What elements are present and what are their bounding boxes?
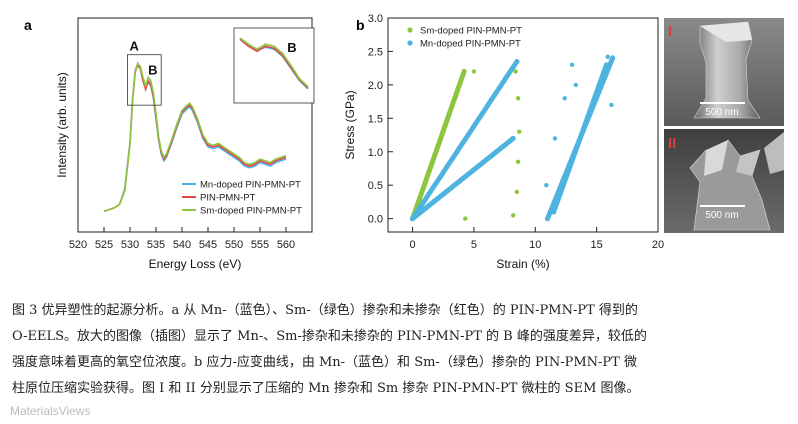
caption-line: 图 3 优异塑性的起源分析。a 从 Mn-（蓝色）、Sm-（绿色）掺杂和未掺杂（… bbox=[12, 303, 638, 318]
data-point bbox=[513, 69, 518, 74]
data-point bbox=[610, 55, 615, 60]
legend-entry-1: Mn-doped PIN-PMN-PT bbox=[200, 180, 301, 191]
x-axis-label: Strain (%) bbox=[496, 257, 549, 271]
legend-entry-3: Sm-doped PIN-PMN-PT bbox=[200, 206, 302, 217]
y-axis-label: Stress (GPa) bbox=[343, 90, 357, 159]
data-point bbox=[517, 129, 522, 134]
x-tick-label: 545 bbox=[199, 239, 217, 251]
series-2-segment-2 bbox=[409, 135, 516, 222]
sem-2-roman-label: II bbox=[668, 135, 676, 152]
y-tick-label: 0.5 bbox=[368, 180, 383, 192]
x-tick-label: 555 bbox=[251, 239, 269, 251]
data-point bbox=[461, 68, 467, 75]
data-point bbox=[471, 69, 477, 74]
x-tick-label: 0 bbox=[409, 239, 415, 251]
data-point bbox=[569, 62, 575, 67]
plot-frame bbox=[77, 17, 313, 233]
data-point bbox=[463, 216, 468, 221]
caption-line: O-EELS。放大的图像（插图）显示了 Mn-、Sm-掺杂和未掺杂的 PIN-P… bbox=[12, 329, 647, 344]
legend-marker-2 bbox=[407, 40, 413, 46]
data-point bbox=[544, 183, 549, 188]
data-point bbox=[552, 136, 558, 141]
data-point bbox=[562, 96, 567, 101]
data-point bbox=[510, 135, 516, 141]
y-tick-label: 1.5 bbox=[368, 113, 383, 125]
data-point bbox=[514, 58, 520, 65]
chart-b-stress-strain: 0 5 10 15 20 0.0 0.5 1.0 1.5 2.0 2.5 3.0 Strain (%) S… bbox=[343, 13, 664, 271]
data-point bbox=[609, 102, 614, 108]
x-tick-label: 560 bbox=[277, 239, 295, 251]
x-tick-label: 10 bbox=[529, 239, 541, 251]
x-tick-label: 550 bbox=[225, 239, 243, 251]
data-point bbox=[573, 82, 578, 88]
x-tick-label: 20 bbox=[652, 239, 664, 251]
panel-a-letter: a bbox=[24, 17, 32, 33]
sem-image-1: 500 nm I bbox=[664, 18, 784, 126]
figure-caption: 图 3 优异塑性的起源分析。a 从 Mn-（蓝色）、Sm-（绿色）掺杂和未掺杂（… bbox=[12, 298, 788, 402]
data-point bbox=[605, 54, 610, 59]
sem-1-scale-label: 500 nm bbox=[705, 107, 738, 118]
series-2-segment-1 bbox=[409, 58, 520, 222]
legend-marker-1 bbox=[407, 27, 413, 33]
legend-entry-2: Mn-doped PIN-PMN-PT bbox=[420, 39, 521, 50]
inset-frame bbox=[233, 27, 315, 104]
sem-2-scale-label: 500 nm bbox=[705, 210, 738, 221]
x-tick-label: 530 bbox=[121, 239, 139, 251]
y-tick-label: 0.0 bbox=[368, 214, 383, 226]
watermark: MaterialsViews bbox=[10, 404, 91, 418]
y-tick-label: 1.0 bbox=[368, 147, 383, 159]
data-point bbox=[511, 213, 516, 218]
y-axis-label: Intensity (arb. units) bbox=[55, 72, 69, 177]
x-tick-label: 15 bbox=[591, 239, 603, 251]
series-line-3 bbox=[103, 61, 287, 213]
series-2-segment-4 bbox=[551, 62, 610, 215]
x-tick-label: 540 bbox=[173, 239, 191, 251]
x-tick-label: 535 bbox=[147, 239, 165, 251]
sem-1-roman-label: I bbox=[668, 23, 672, 40]
y-tick-label: 3.0 bbox=[368, 13, 383, 25]
zoom-box bbox=[127, 54, 162, 106]
legend-entry-1: Sm-doped PIN-PMN-PT bbox=[420, 26, 522, 37]
data-point bbox=[515, 159, 521, 164]
data-point bbox=[603, 62, 610, 68]
inset-series-line-3 bbox=[239, 37, 309, 88]
panel-b-letter: b bbox=[356, 17, 365, 33]
peak-label-b: B bbox=[148, 62, 157, 77]
inset-peak-label-b: B bbox=[287, 40, 296, 55]
y-tick-label: 2.5 bbox=[368, 46, 383, 58]
data-point bbox=[515, 96, 521, 101]
peak-label-a: A bbox=[129, 39, 139, 54]
sem-image-2: 500 nm II bbox=[664, 129, 784, 233]
x-tick-label: 525 bbox=[95, 239, 113, 251]
data-point bbox=[514, 189, 520, 195]
caption-line: 强度意味着更高的氧空位浓度。b 应力-应变曲线，由 Mn-（蓝色）和 Sm-（绿… bbox=[12, 355, 637, 370]
x-tick-label: 5 bbox=[471, 239, 477, 251]
plot-frame bbox=[387, 17, 659, 233]
caption-line: 柱原位压缩实验获得。图 I 和 II 分别显示了压缩的 Mn 掺杂和 Sm 掺杂… bbox=[12, 381, 640, 396]
x-axis-label: Energy Loss (eV) bbox=[149, 257, 242, 271]
x-tick-label: 520 bbox=[69, 239, 87, 251]
y-tick-label: 2.0 bbox=[368, 80, 383, 92]
chart-a-eels: 520 525 530 535 540 545 550 555 560 Energy Loss (… bbox=[55, 17, 315, 271]
legend-entry-2: PIN-PMN-PT bbox=[200, 193, 256, 204]
